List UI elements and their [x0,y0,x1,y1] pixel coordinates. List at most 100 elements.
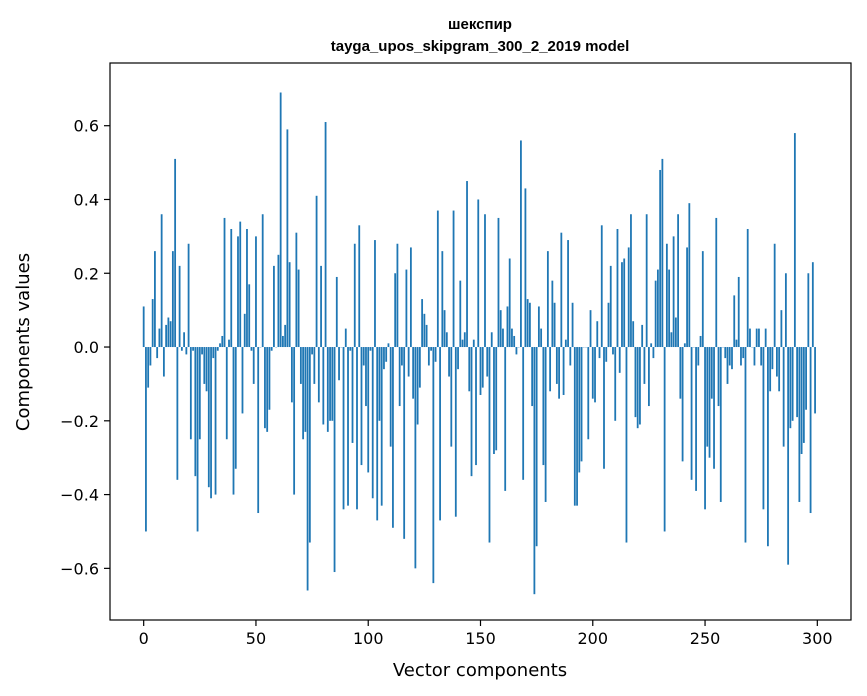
bar [255,236,257,348]
bar [715,217,718,348]
bar [367,347,370,473]
bar [670,332,673,348]
bar [304,347,307,432]
bar [802,347,805,443]
bar [158,328,161,348]
bar [654,280,657,348]
bar [207,347,210,488]
bar [194,347,197,477]
bar [650,343,653,348]
bar [663,347,666,532]
bar [746,228,749,348]
bar [389,347,392,447]
bar [737,276,740,348]
bar [677,214,679,348]
bar [412,347,415,399]
bar [520,140,522,348]
x-axis-label: Vector components [393,660,567,681]
bar [778,347,781,392]
bar [567,240,569,348]
bar [219,343,221,348]
bar [502,328,504,348]
bar [598,347,601,359]
bar [189,347,192,440]
bar [695,347,697,491]
bar [564,339,567,348]
bar [776,347,778,377]
bar [773,243,776,348]
y-tick-label: 0.6 [74,117,99,136]
bar [284,324,287,348]
bar [486,347,489,377]
bar [713,347,715,469]
bar [681,347,684,462]
bar [214,347,217,495]
y-axis-label: Components values [13,253,34,431]
bar [237,236,239,348]
bar [434,347,437,362]
bar [508,258,511,348]
bar [356,347,358,510]
bar [246,228,248,348]
bar [733,295,736,348]
bar [169,321,172,348]
bar [441,251,444,348]
bar [423,313,426,348]
bar [203,347,206,384]
bar [154,251,156,348]
bar [243,313,246,348]
bar [342,347,345,510]
bar [542,347,545,466]
bar [201,347,203,355]
bar [690,347,693,480]
bar [594,347,596,403]
bar [176,347,179,480]
bar [740,347,742,366]
bar [156,347,159,359]
bar [282,335,284,348]
bar [324,122,327,348]
bar [652,347,655,359]
bar [198,347,201,440]
bar [425,324,428,348]
bar [551,280,554,348]
bar [609,265,612,348]
bar [338,347,340,381]
bar [196,347,199,532]
bar [524,188,527,348]
bar [643,347,646,384]
bar [279,92,282,348]
bar [151,299,154,348]
bar [625,347,628,543]
bar [374,240,376,348]
bar [228,339,230,348]
bar [457,347,459,370]
bar [484,214,486,348]
bar [418,347,421,388]
bar [571,302,574,348]
bar [266,347,269,432]
x-axis: 0 50 100 150 200 250 300 [139,620,833,648]
bar [165,324,168,348]
bar [544,347,547,502]
bar [495,347,498,451]
bar [212,347,215,359]
bar [216,347,219,351]
bar [311,347,313,355]
bar [205,347,208,392]
bar [432,347,435,584]
bar [250,347,253,351]
bar [288,262,291,348]
bar [392,347,394,528]
bar [353,243,356,348]
bar [562,347,565,395]
bar [769,347,772,392]
bar [645,214,648,348]
bar [331,347,334,421]
bar [791,347,794,421]
bar [569,347,572,366]
bar [578,347,581,473]
bar [450,347,453,447]
bar [724,347,727,359]
bar [764,328,767,348]
